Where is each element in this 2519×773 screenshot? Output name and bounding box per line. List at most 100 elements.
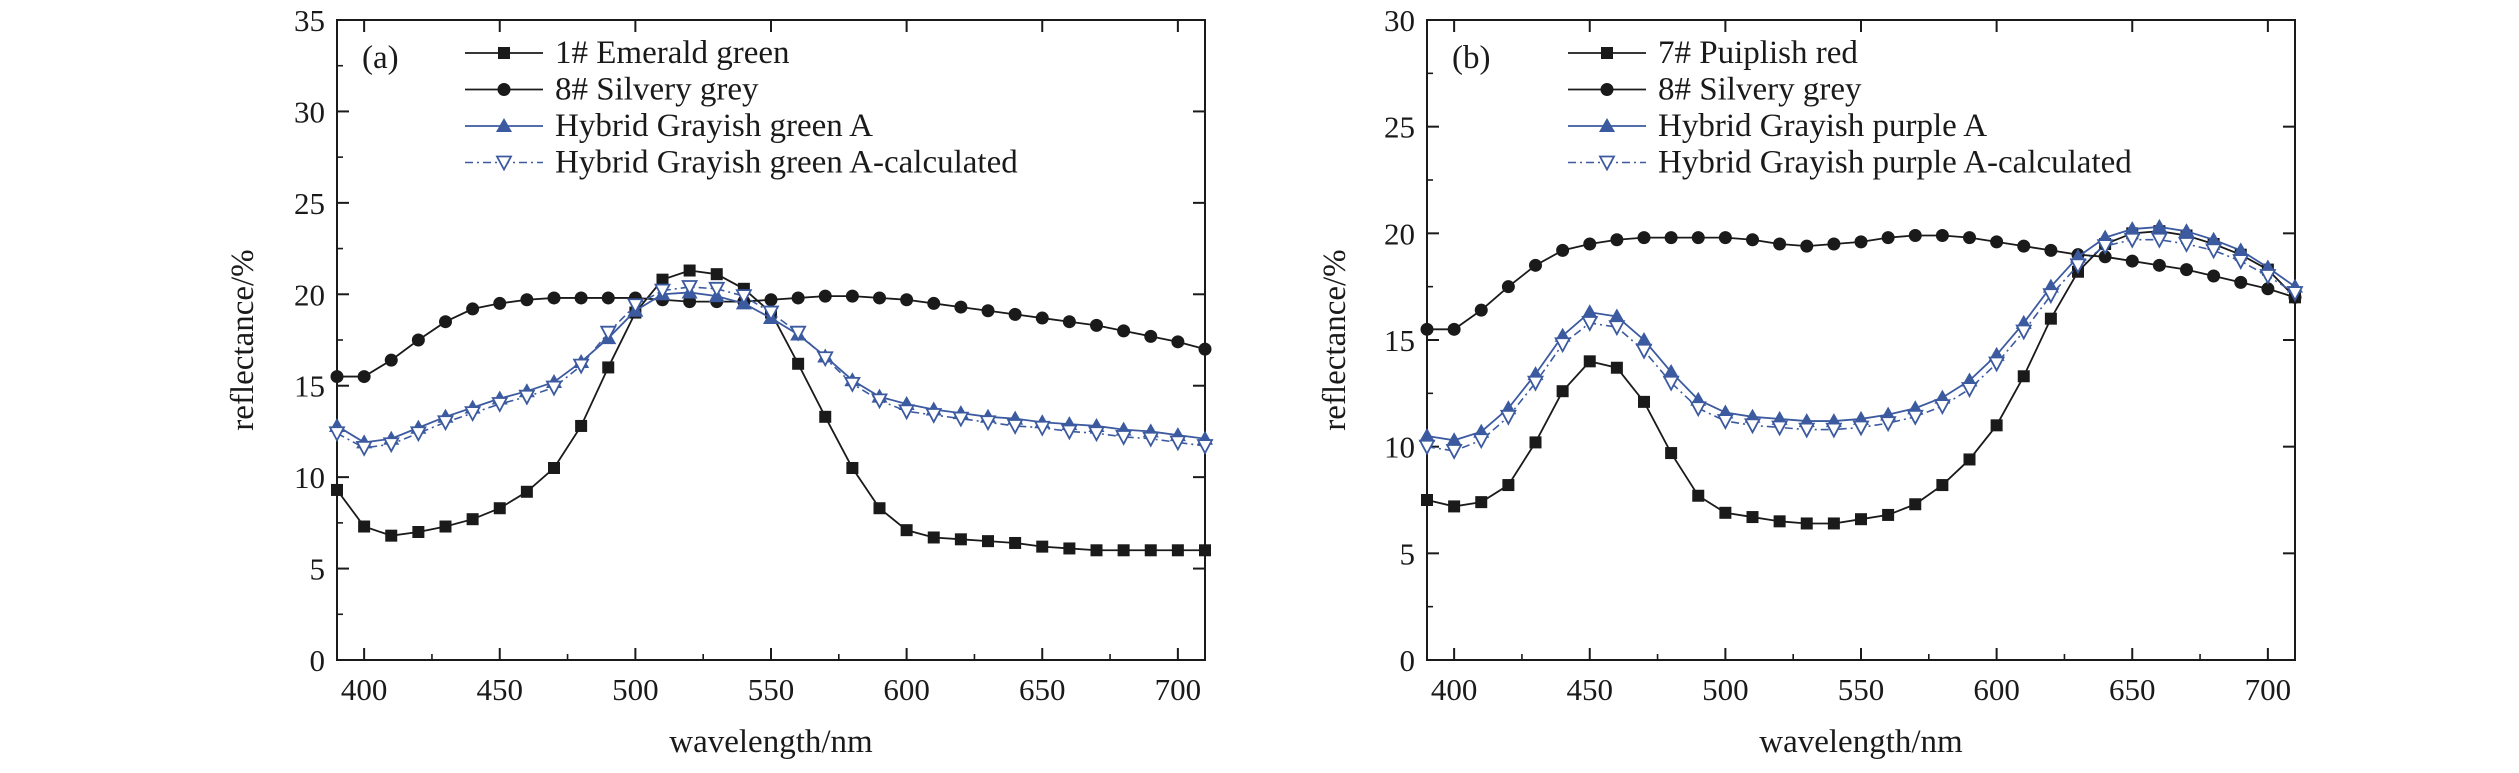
data-point — [1556, 385, 1569, 398]
x-tick-label: 650 — [1019, 672, 1066, 707]
data-point — [681, 280, 699, 296]
data-point — [845, 289, 859, 303]
data-point — [1800, 517, 1813, 530]
series-1 — [1421, 225, 2301, 530]
data-point — [1035, 311, 1049, 325]
data-point — [2150, 232, 2168, 249]
data-point — [2261, 282, 2275, 296]
data-point — [1635, 343, 1653, 360]
data-point — [710, 268, 723, 281]
data-point — [1746, 233, 1759, 247]
data-point — [2180, 263, 2193, 277]
data-point — [1771, 420, 1789, 437]
data-point — [1117, 324, 1131, 338]
data-point — [1608, 308, 1625, 323]
legend-label: Hybrid Grayish purple A-calculated — [1658, 145, 2132, 181]
data-point — [2125, 254, 2139, 268]
data-point — [1448, 500, 1461, 513]
data-point — [1199, 544, 1211, 557]
data-point — [1529, 258, 1542, 272]
y-tick-label: 0 — [1400, 643, 1416, 678]
data-point — [656, 273, 669, 286]
y-tick-label: 20 — [294, 277, 325, 312]
y-tick-label: 5 — [310, 552, 326, 587]
data-point — [1855, 513, 1867, 526]
data-point — [1447, 322, 1461, 336]
data-point — [545, 380, 563, 397]
data-point — [464, 406, 482, 423]
data-point — [2234, 275, 2248, 289]
data-point — [2096, 239, 2114, 256]
panel-label: (a) — [362, 40, 399, 76]
data-point — [873, 291, 886, 305]
series-4 — [1418, 232, 2304, 460]
data-point — [2069, 258, 2087, 275]
data-point — [2207, 269, 2221, 283]
data-point — [2177, 237, 2196, 253]
data-point — [1662, 375, 1680, 392]
data-point — [819, 410, 832, 423]
data-point — [574, 291, 588, 305]
data-point — [1990, 235, 2004, 249]
data-point — [952, 411, 970, 428]
data-point — [384, 353, 398, 367]
data-point — [1963, 453, 1976, 466]
data-point — [762, 305, 780, 322]
data-point — [1144, 544, 1157, 557]
data-point — [1825, 422, 1843, 439]
data-point — [1746, 511, 1759, 524]
data-point — [1692, 489, 1705, 502]
data-point — [518, 389, 536, 406]
data-point — [1879, 416, 1897, 433]
legend-label: Hybrid Grayish green A-calculated — [555, 145, 1018, 181]
y-tick-label: 15 — [294, 369, 325, 404]
data-point — [846, 462, 859, 474]
data-point — [653, 283, 672, 300]
data-point — [1475, 496, 1488, 509]
data-point — [2044, 312, 2057, 325]
data-point — [982, 535, 994, 548]
data-point — [1142, 431, 1160, 448]
data-point — [601, 291, 615, 305]
data-point — [816, 351, 834, 368]
y-tick-label: 20 — [1384, 216, 1415, 251]
data-point — [1062, 315, 1076, 329]
data-point — [1087, 426, 1106, 443]
data-point — [1502, 479, 1515, 492]
data-point — [2042, 288, 2060, 305]
data-point — [1743, 418, 1762, 435]
data-point — [2259, 269, 2277, 285]
data-point — [602, 361, 615, 374]
data-point — [925, 408, 943, 424]
data-point — [1060, 424, 1078, 441]
legend-label: 8# Silvery grey — [1658, 72, 1862, 108]
y-tick-label: 25 — [294, 186, 325, 221]
data-point — [1773, 515, 1786, 528]
data-point — [1909, 498, 1922, 511]
data-point — [981, 304, 995, 318]
data-point — [412, 526, 425, 538]
series-2 — [330, 289, 1212, 384]
data-point — [2151, 218, 2168, 233]
legend-label: 1# Emerald green — [555, 35, 790, 71]
data-point — [1608, 320, 1626, 337]
series-line — [1426, 226, 2296, 442]
data-point — [439, 520, 452, 533]
legend-marker — [497, 83, 511, 96]
data-point — [2205, 243, 2223, 260]
data-point — [1171, 544, 1184, 557]
data-point — [1638, 395, 1650, 408]
legend-label: 7# Puiplish red — [1658, 35, 1858, 71]
legend-label: Hybrid Grayish purple A — [1658, 108, 1987, 144]
data-point — [1529, 436, 1542, 449]
data-point — [328, 426, 346, 443]
x-tick-label: 600 — [1973, 672, 2020, 707]
x-axis-title: wavelength/nm — [1759, 724, 1963, 760]
legend-label: 8# Silvery grey — [555, 72, 759, 108]
data-point — [2017, 239, 2031, 253]
data-point — [599, 325, 617, 342]
data-point — [1036, 540, 1049, 553]
data-point — [683, 264, 696, 277]
